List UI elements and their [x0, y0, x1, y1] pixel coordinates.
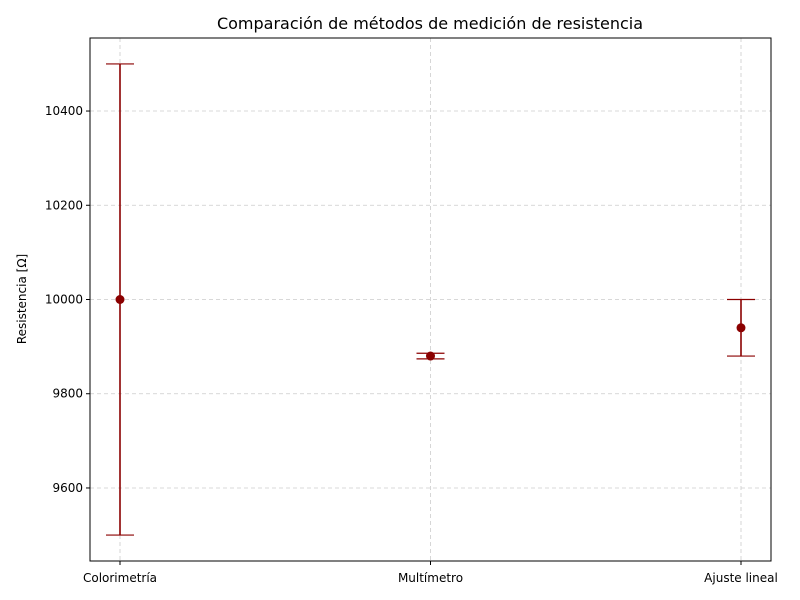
y-axis-title: Resistencia [Ω] — [15, 254, 29, 344]
data-points — [115, 295, 746, 361]
y-tick-label: 10400 — [45, 104, 83, 118]
y-tick-label: 9800 — [52, 387, 83, 401]
y-tick-label: 10000 — [45, 293, 83, 307]
chart-title: Comparación de métodos de medición de re… — [217, 14, 643, 33]
x-tick-label: Colorimetría — [83, 571, 157, 585]
data-point — [115, 295, 125, 304]
x-tick-label: Ajuste lineal — [704, 571, 778, 585]
data-point — [736, 323, 746, 333]
y-tick-label: 10200 — [45, 198, 83, 212]
data-point — [426, 351, 435, 361]
y-axis-ticks: 9600 9800 10000 10200 10400 — [45, 104, 90, 495]
grid — [90, 38, 771, 561]
x-axis-ticks: Colorimetría Multímetro Ajuste lineal — [83, 561, 778, 585]
y-tick-label: 9600 — [52, 481, 83, 495]
x-tick-label: Multímetro — [398, 571, 463, 585]
